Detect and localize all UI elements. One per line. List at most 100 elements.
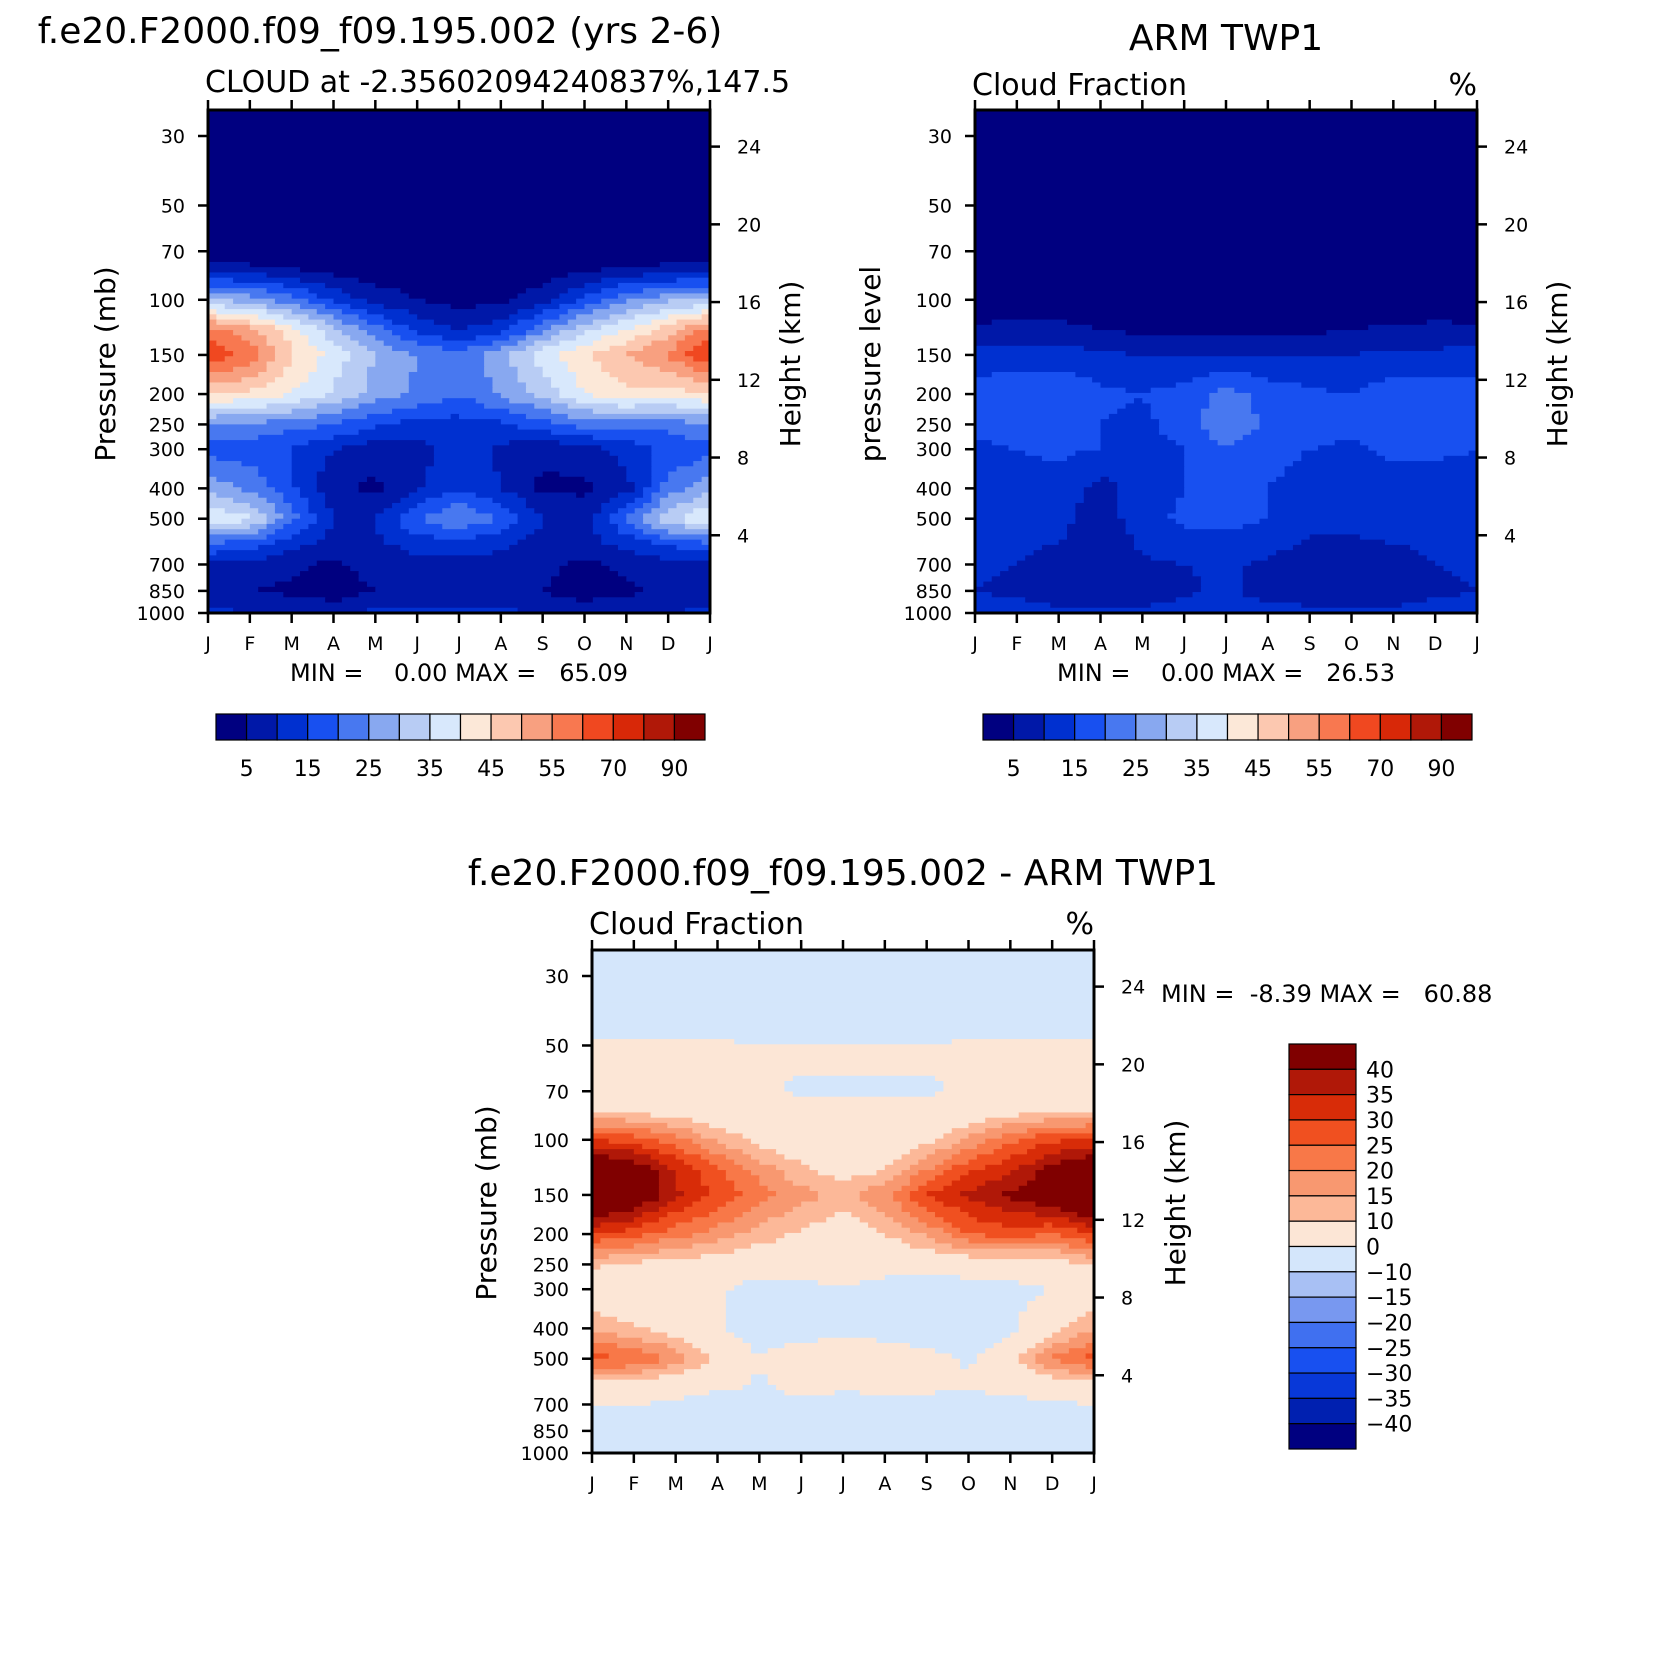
heatmap-cell bbox=[1251, 392, 1477, 399]
heatmap-cell bbox=[592, 487, 636, 494]
heatmap-cell bbox=[592, 1374, 660, 1381]
heatmap-cell bbox=[601, 277, 678, 284]
heatmap-cell bbox=[509, 351, 535, 357]
heatmap-cell bbox=[901, 1206, 928, 1213]
heatmap-cell bbox=[551, 277, 602, 284]
heatmap-cell bbox=[625, 1363, 668, 1370]
heatmap-fill bbox=[208, 110, 710, 613]
heatmap-cell bbox=[592, 1086, 786, 1093]
heatmap-cell bbox=[208, 136, 710, 143]
heatmap-cell bbox=[408, 324, 452, 331]
heatmap-cell bbox=[901, 1185, 919, 1192]
heatmap-cell bbox=[1184, 471, 1286, 478]
heatmap-cell bbox=[601, 267, 710, 274]
heatmap-cell bbox=[316, 413, 368, 420]
heatmap-cell bbox=[684, 1369, 1037, 1376]
heatmap-cell bbox=[868, 1185, 903, 1192]
x-tick-label: J bbox=[588, 1473, 595, 1495]
heatmap-cell bbox=[266, 382, 301, 389]
heatmap-cell bbox=[358, 403, 418, 410]
heatmap-cell bbox=[266, 340, 293, 347]
heatmap-cell bbox=[592, 1154, 610, 1161]
heatmap-cell bbox=[651, 461, 694, 467]
heatmap-cell bbox=[1068, 1322, 1094, 1328]
heatmap-cell bbox=[709, 1390, 786, 1396]
heatmap-cell bbox=[592, 1232, 643, 1239]
heatmap-cell bbox=[450, 502, 468, 509]
heatmap-cell bbox=[300, 382, 335, 389]
x-tick-label: N bbox=[619, 633, 633, 655]
heatmap-cell bbox=[975, 340, 1477, 347]
x-tick-label: J bbox=[839, 1473, 846, 1495]
heatmap-cell bbox=[1060, 1327, 1094, 1334]
heatmap-cell bbox=[684, 1353, 710, 1360]
heatmap-cell bbox=[592, 1269, 1094, 1276]
heatmap-cell bbox=[659, 261, 710, 268]
heatmap-cell bbox=[1175, 597, 1261, 604]
heatmap-cell bbox=[392, 408, 510, 415]
heatmap-cell bbox=[274, 351, 293, 357]
heatmap-cell bbox=[609, 513, 627, 520]
colorbar-label: 15 bbox=[294, 757, 322, 782]
heatmap-cell bbox=[592, 1295, 727, 1302]
heatmap-cell bbox=[1083, 492, 1118, 499]
heatmap-cell bbox=[884, 1274, 961, 1281]
heatmap-cell bbox=[534, 487, 594, 494]
heatmap-cell bbox=[484, 366, 519, 373]
heatmap-cell bbox=[1092, 377, 1194, 384]
heatmap-cell bbox=[985, 1201, 1037, 1208]
heatmap-cell bbox=[208, 560, 318, 567]
heatmap-cell bbox=[634, 356, 669, 363]
heatmap-cell bbox=[1068, 1348, 1094, 1355]
heatmap-cell bbox=[651, 450, 710, 457]
heatmap-cell bbox=[975, 392, 1210, 399]
colorbar-label: 15 bbox=[1366, 1185, 1394, 1210]
heatmap-cell bbox=[617, 282, 710, 289]
heatmap-cell bbox=[509, 408, 552, 415]
heatmap-cell bbox=[634, 550, 710, 556]
heatmap-cell bbox=[517, 371, 544, 378]
heatmap-cell bbox=[592, 1285, 735, 1292]
heatmap-cell bbox=[1092, 324, 1369, 331]
heatmap-cell bbox=[975, 550, 1035, 556]
heatmap-cell bbox=[1077, 1316, 1094, 1323]
heatmap-cell bbox=[1167, 434, 1210, 441]
heatmap-cell bbox=[592, 1447, 1094, 1453]
heatmap-cell bbox=[742, 1164, 777, 1171]
heatmap-cell bbox=[216, 455, 293, 462]
heatmap-cell bbox=[258, 371, 284, 378]
heatmap-cell bbox=[258, 471, 293, 478]
colorbar-swatch bbox=[521, 713, 553, 741]
heatmap-cell bbox=[592, 518, 611, 525]
heatmap-cell bbox=[734, 1285, 1045, 1292]
heatmap-cell bbox=[258, 529, 276, 536]
colorbar-label: 15 bbox=[1061, 757, 1089, 782]
heatmap-cell bbox=[425, 476, 502, 483]
heatmap-cell bbox=[975, 592, 993, 598]
heatmap-cell bbox=[634, 440, 710, 446]
heatmap-cell bbox=[1000, 571, 1194, 577]
heatmap-cell bbox=[266, 497, 284, 504]
heatmap-cell bbox=[1259, 413, 1477, 420]
heatmap-cell bbox=[542, 345, 577, 352]
heatmap-cell bbox=[208, 183, 710, 190]
heatmap-cell bbox=[492, 455, 619, 462]
heatmap-cell bbox=[283, 314, 309, 321]
heatmap-cell bbox=[266, 288, 309, 294]
heatmap-cell bbox=[633, 1133, 677, 1140]
heatmap-cell bbox=[617, 1332, 668, 1339]
colorbar-swatch bbox=[1288, 713, 1320, 741]
heatmap-cell bbox=[975, 576, 993, 583]
heatmap-cell bbox=[676, 330, 694, 336]
heatmap-cell bbox=[233, 330, 259, 336]
heatmap-cell bbox=[442, 335, 477, 342]
heatmap-cell bbox=[633, 1322, 727, 1328]
heatmap-cell bbox=[241, 335, 268, 342]
heatmap-cell bbox=[1234, 440, 1336, 446]
heatmap-cell bbox=[975, 555, 1026, 562]
heatmap-cell bbox=[1150, 413, 1202, 420]
heatmap-cell bbox=[643, 345, 678, 352]
heatmap-cell bbox=[492, 466, 627, 473]
heatmap-cell bbox=[1276, 550, 1420, 556]
